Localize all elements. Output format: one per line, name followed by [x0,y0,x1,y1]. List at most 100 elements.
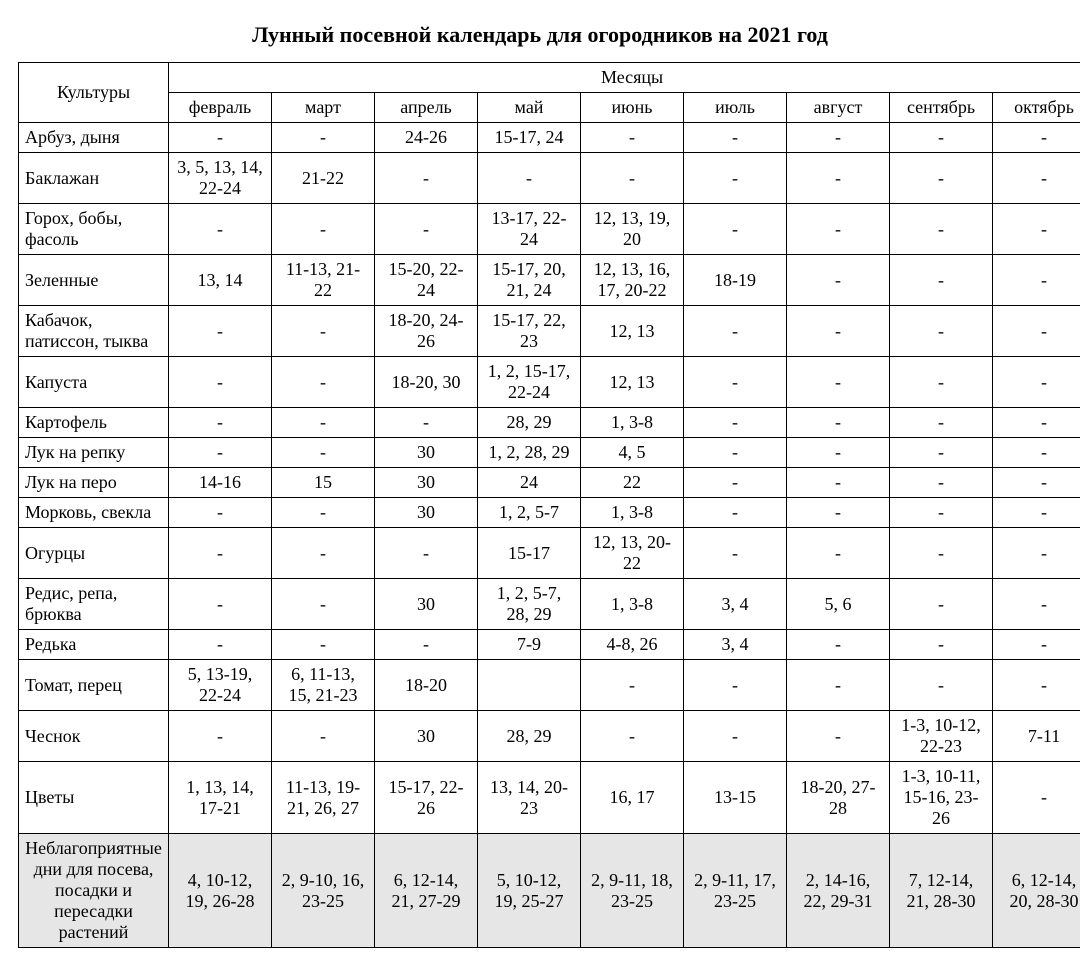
table-row: Редис, репа, брюква--301, 2, 5-7, 28, 29… [19,579,1080,630]
value-cell: - [993,528,1080,579]
value-cell: - [169,123,272,153]
col-may: май [478,93,581,123]
value-cell: - [684,660,787,711]
table-row: Лук на репку--301, 2, 28, 294, 5---- [19,438,1080,468]
value-cell: 15-17, 22-26 [375,762,478,834]
value-cell: - [993,153,1080,204]
crop-cell: Чеснок [19,711,169,762]
value-cell: 7-11 [993,711,1080,762]
value-cell: - [890,306,993,357]
value-cell: - [787,153,890,204]
value-cell: 5, 10-12, 19, 25-27 [478,834,581,948]
value-cell: - [272,528,375,579]
value-cell: 7, 12-14, 21, 28-30 [890,834,993,948]
col-jun: июнь [581,93,684,123]
table-row: Огурцы---15-1712, 13, 20-22---- [19,528,1080,579]
value-cell: - [581,153,684,204]
value-cell: 3, 4 [684,579,787,630]
value-cell: - [787,528,890,579]
value-cell: 28, 29 [478,408,581,438]
value-cell: 13, 14 [169,255,272,306]
value-cell: - [787,468,890,498]
value-cell: - [993,123,1080,153]
crop-cell: Томат, перец [19,660,169,711]
value-cell: 4, 10-12, 19, 26-28 [169,834,272,948]
value-cell: 1, 3-8 [581,498,684,528]
value-cell: 1, 13, 14, 17-21 [169,762,272,834]
value-cell: - [169,408,272,438]
value-cell: 13-15 [684,762,787,834]
crop-cell: Неблагоприятные дни для посева, посадки … [19,834,169,948]
value-cell: 30 [375,498,478,528]
value-cell: - [993,204,1080,255]
value-cell: - [890,630,993,660]
value-cell: - [787,123,890,153]
value-cell: 6, 12-14, 21, 27-29 [375,834,478,948]
value-cell: - [993,306,1080,357]
value-cell: - [993,468,1080,498]
table-row: Цветы1, 13, 14, 17-2111-13, 19-21, 26, 2… [19,762,1080,834]
value-cell: 7-9 [478,630,581,660]
value-cell: - [993,660,1080,711]
value-cell: 1-3, 10-12, 22-23 [890,711,993,762]
value-cell: - [890,660,993,711]
value-cell: 15-17 [478,528,581,579]
calendar-table: Культуры Месяцы февраль март апрель май … [18,62,1080,948]
value-cell: - [169,306,272,357]
value-cell: 15 [272,468,375,498]
value-cell: 30 [375,579,478,630]
value-cell: - [993,408,1080,438]
value-cell: 4, 5 [581,438,684,468]
value-cell: - [272,579,375,630]
table-row: Баклажан3, 5, 13, 14, 22-2421-22------- [19,153,1080,204]
crop-cell: Капуста [19,357,169,408]
value-cell [478,660,581,711]
value-cell: 3, 5, 13, 14, 22-24 [169,153,272,204]
value-cell: - [993,498,1080,528]
value-cell: 18-20, 30 [375,357,478,408]
table-row: Томат, перец5, 13-19, 22-246, 11-13, 15,… [19,660,1080,711]
crop-cell: Кабачок, патиссон, тыква [19,306,169,357]
table-row: Редька---7-94-8, 263, 4--- [19,630,1080,660]
value-cell: - [375,630,478,660]
value-cell: 13-17, 22-24 [478,204,581,255]
value-cell: 30 [375,711,478,762]
table-row: Зеленные13, 1411-13, 21-2215-20, 22-2415… [19,255,1080,306]
value-cell: - [890,357,993,408]
value-cell: 30 [375,468,478,498]
value-cell: 2, 14-16, 22, 29-31 [787,834,890,948]
value-cell: - [890,408,993,438]
crop-cell: Редька [19,630,169,660]
crop-cell: Морковь, свекла [19,498,169,528]
col-jul: июль [684,93,787,123]
table-row: Лук на перо14-1615302422---- [19,468,1080,498]
value-cell: - [169,357,272,408]
value-cell: 18-20, 27-28 [787,762,890,834]
value-cell: 1, 3-8 [581,408,684,438]
crop-cell: Лук на репку [19,438,169,468]
value-cell: - [890,153,993,204]
col-oct: октябрь [993,93,1080,123]
col-aug: август [787,93,890,123]
table-body: Арбуз, дыня--24-2615-17, 24-----Баклажан… [19,123,1080,948]
value-cell: 15-17, 22, 23 [478,306,581,357]
table-row: Морковь, свекла--301, 2, 5-71, 3-8---- [19,498,1080,528]
value-cell: 3, 4 [684,630,787,660]
value-cell: 4-8, 26 [581,630,684,660]
value-cell: 11-13, 19-21, 26, 27 [272,762,375,834]
value-cell: - [169,579,272,630]
value-cell: 6, 11-13, 15, 21-23 [272,660,375,711]
value-cell: - [787,438,890,468]
page-title: Лунный посевной календарь для огороднико… [18,22,1062,48]
table-row: Картофель---28, 291, 3-8---- [19,408,1080,438]
value-cell: - [890,255,993,306]
crop-cell: Баклажан [19,153,169,204]
col-mar: март [272,93,375,123]
value-cell: 1, 2, 5-7, 28, 29 [478,579,581,630]
table-row: Горох, бобы, фасоль---13-17, 22-2412, 13… [19,204,1080,255]
value-cell: - [169,498,272,528]
value-cell: - [890,438,993,468]
value-cell: - [272,438,375,468]
value-cell: - [478,153,581,204]
value-cell: - [684,468,787,498]
